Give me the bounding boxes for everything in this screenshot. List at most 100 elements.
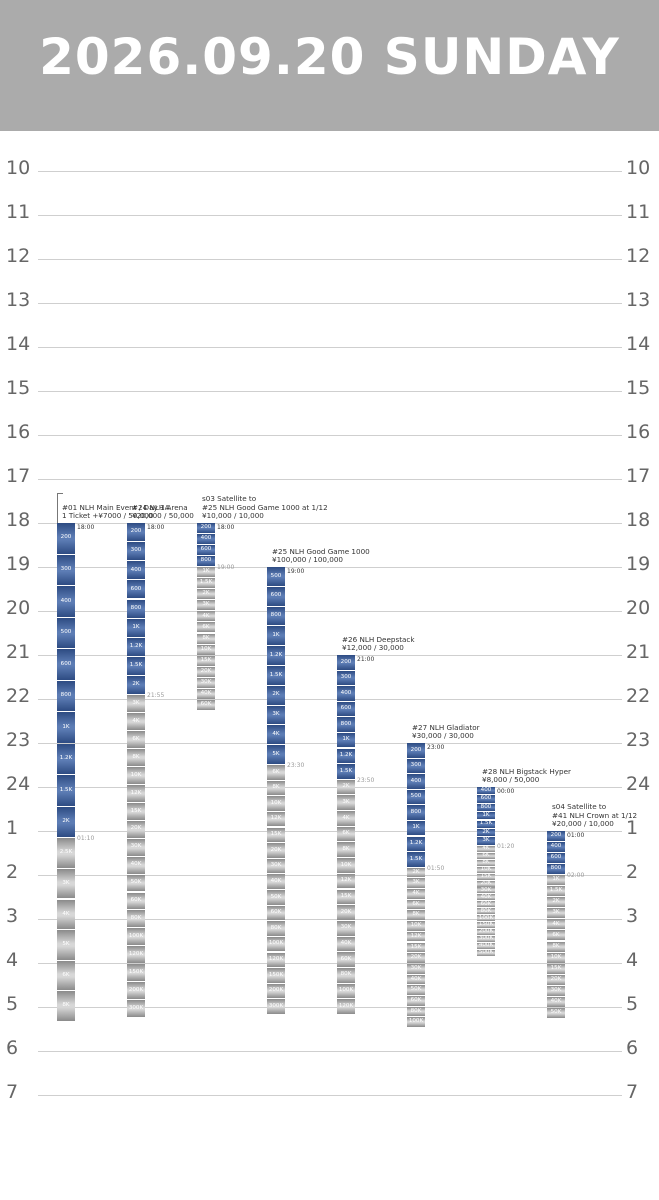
late-level-block: 3K <box>547 908 565 919</box>
blind-level-block: 800 <box>407 805 425 820</box>
hour-gridline <box>38 787 622 788</box>
late-level-block: 3K <box>337 795 355 811</box>
blind-level-block: 400 <box>197 534 215 544</box>
hour-gridline <box>38 743 622 744</box>
late-level-block: 30K <box>337 920 355 936</box>
late-level-block: 80K <box>337 967 355 983</box>
event-title-line: ¥20,000 / 10,000 <box>552 819 614 829</box>
hour-gridline <box>38 523 622 524</box>
start-time: 00:00 <box>497 788 515 795</box>
hour-gridline <box>38 1007 622 1008</box>
late-level-block: 10K <box>267 796 285 811</box>
late-level-block: 20K <box>407 953 425 963</box>
late-level-block: 40K <box>547 996 565 1007</box>
late-reg-end-time: 02:00 <box>567 872 585 879</box>
hour-gridline <box>38 259 622 260</box>
late-reg-end-time: 01:10 <box>77 835 95 843</box>
hour-label-left: 14 <box>6 333 31 355</box>
late-reg-end-time: 23:30 <box>287 762 305 769</box>
hour-label-left: 21 <box>6 641 31 663</box>
late-reg-end-time: 19:00 <box>217 564 235 571</box>
blind-level-block: 1K <box>267 626 285 646</box>
late-level-block: 12K <box>267 811 285 827</box>
late-level-block: 15K <box>547 963 565 974</box>
late-level-block: 4K <box>407 889 425 899</box>
blind-level-block: 1.5K <box>127 657 145 676</box>
late-level-block: 8K <box>337 842 355 858</box>
hour-label-left: 16 <box>6 421 31 443</box>
blind-level-block: 600 <box>267 586 285 606</box>
hour-gridline <box>38 611 622 612</box>
hour-label-left: 4 <box>6 949 19 971</box>
blind-level-block: 500 <box>407 789 425 805</box>
late-level-block: 1.5K <box>547 886 565 897</box>
start-time: 18:00 <box>147 524 165 531</box>
late-level-block: 2K <box>547 897 565 908</box>
late-level-block: 20K <box>267 843 285 858</box>
start-time: 23:00 <box>427 744 445 751</box>
hour-label-right: 18 <box>626 509 651 531</box>
blind-level-block: 800 <box>337 717 355 732</box>
late-level-block: 40K <box>477 894 495 901</box>
start-time: 18:00 <box>217 524 235 531</box>
blind-level-block: 200 <box>127 523 145 542</box>
late-level-block: 60K <box>477 901 495 908</box>
late-level-block: 5K <box>57 930 75 960</box>
hour-label-left: 5 <box>6 993 19 1015</box>
late-level-block: 8K <box>267 780 285 796</box>
late-level-block: 6K <box>547 930 565 941</box>
hour-label-right: 23 <box>626 729 651 751</box>
late-level-block: 10K <box>337 858 355 873</box>
late-level-block: 12K <box>337 873 355 889</box>
blind-level-block: 1K <box>57 712 75 743</box>
hour-gridline <box>38 919 622 920</box>
hour-label-right: 21 <box>626 641 651 663</box>
blind-level-block: 800 <box>57 680 75 712</box>
late-level-block: 50K <box>547 1007 565 1018</box>
blind-level-block: 1.2K <box>57 743 75 775</box>
late-level-block: 30K <box>477 887 495 894</box>
blind-level-block: 1.5K <box>267 666 285 685</box>
hour-gridline <box>38 391 622 392</box>
hour-gridline <box>38 171 622 172</box>
hour-label-left: 19 <box>6 553 31 575</box>
hour-label-left: 24 <box>6 773 31 795</box>
event-title-line: #28 NLH Bigstack Hyper <box>482 766 571 776</box>
late-level-block: 40K <box>407 974 425 985</box>
blind-level-block: 1.2K <box>127 637 145 656</box>
late-level-block: 40K <box>197 688 215 699</box>
late-level-block: 4K <box>57 899 75 930</box>
event-title-line: #41 NLH Crown at 1/12 <box>552 810 638 820</box>
blind-level-block: 2K <box>127 676 145 695</box>
event-title-line: s04 Satellite to <box>552 802 607 812</box>
date-header: 2026.09.20 SUNDAY <box>0 0 659 131</box>
late-level-block: 60K <box>127 892 145 910</box>
blind-level-block: 1.5K <box>477 820 495 828</box>
hour-label-right: 11 <box>626 201 651 223</box>
hour-gridline <box>38 215 622 216</box>
late-level-block: 120K <box>337 999 355 1014</box>
event-title-line: ¥20,000 / 50,000 <box>132 511 194 521</box>
blind-level-block: 600 <box>127 580 145 599</box>
late-level-block: 20K <box>547 974 565 985</box>
late-level-block: 6K <box>267 765 285 780</box>
late-level-block: 120K <box>127 946 145 964</box>
late-level-block: 150K <box>477 922 495 929</box>
hour-label-right: 16 <box>626 421 651 443</box>
late-level-block: 300K <box>477 936 495 943</box>
blind-level-block: 200 <box>337 655 355 670</box>
late-level-block: 1.5K <box>197 578 215 589</box>
hour-gridline <box>38 963 622 964</box>
blind-level-block: 300 <box>127 542 145 561</box>
late-level-block: 20K <box>127 820 145 838</box>
late-level-block: 40K <box>267 874 285 889</box>
event-title-line: #25 NLH Good Game 1000 <box>272 546 370 556</box>
hour-label-left: 15 <box>6 377 31 399</box>
late-level-block: 2K <box>197 589 215 600</box>
late-level-block: 120K <box>267 952 285 968</box>
late-level-block: 30K <box>547 985 565 996</box>
hour-label-right: 12 <box>626 245 651 267</box>
event-title-line: ¥8,000 / 50,000 <box>482 775 540 785</box>
hour-gridline <box>38 347 622 348</box>
blind-level-block: 3K <box>477 837 495 845</box>
